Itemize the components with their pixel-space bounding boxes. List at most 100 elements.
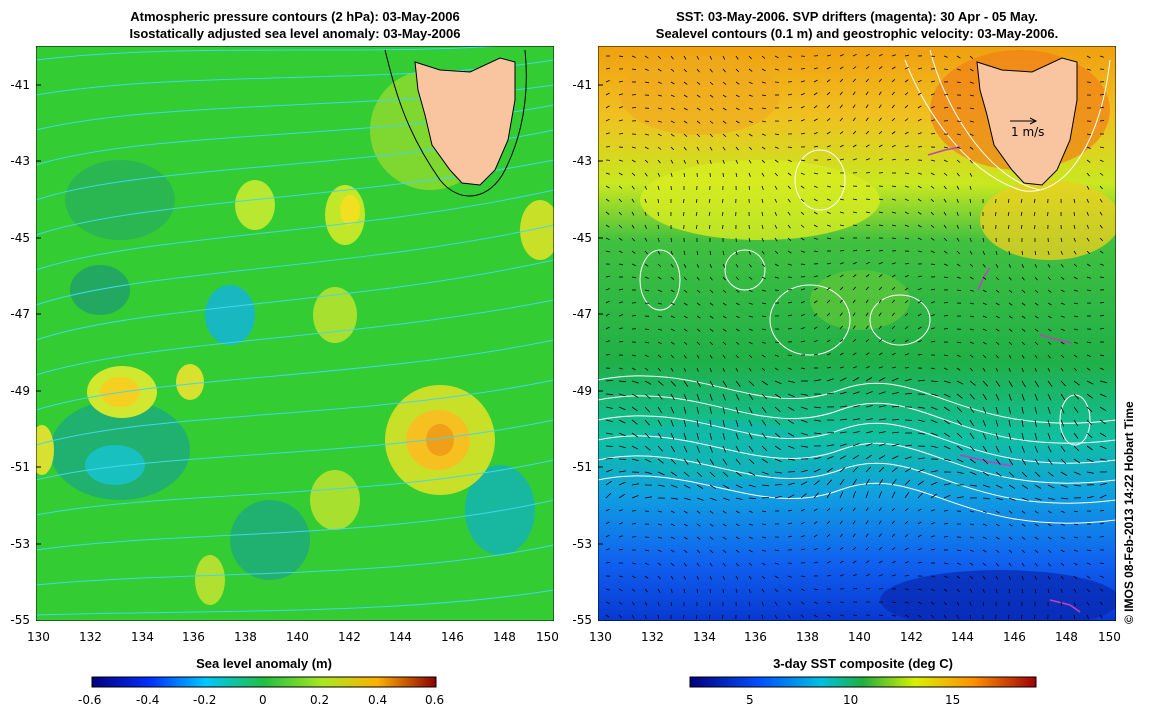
- velocity-arrow: [956, 471, 964, 474]
- velocity-arrow: [1060, 575, 1064, 580]
- velocity-arrow: [839, 547, 844, 551]
- velocity-arrow: [605, 67, 610, 70]
- velocity-arrow: [670, 341, 675, 345]
- velocity-arrow: [917, 353, 922, 356]
- velocity-arrow: [618, 172, 623, 176]
- velocity-arrow: [787, 614, 791, 619]
- velocity-arrow: [1099, 263, 1104, 266]
- velocity-arrow: [904, 521, 909, 525]
- velocity-arrow: [852, 262, 857, 265]
- velocity-arrow: [696, 289, 701, 293]
- velocity-arrow: [631, 588, 636, 592]
- velocity-arrow: [748, 315, 753, 318]
- velocity-arrow: [748, 562, 753, 566]
- velocity-arrow: [1073, 575, 1078, 580]
- velocity-arrow: [826, 339, 831, 343]
- velocity-arrow: [930, 588, 935, 592]
- velocity-arrow: [956, 432, 963, 439]
- sst-colorbar: [689, 676, 1037, 688]
- velocity-arrow: [813, 492, 819, 499]
- velocity-arrow: [930, 250, 935, 253]
- velocity-arrow: [891, 79, 896, 83]
- velocity-arrow: [735, 432, 739, 440]
- velocity-arrow: [813, 198, 818, 202]
- velocity-arrow: [1047, 354, 1051, 359]
- velocity-arrow: [657, 419, 662, 427]
- velocity-arrow: [657, 120, 662, 123]
- velocity-arrow: [865, 261, 870, 265]
- velocity-arrow: [1034, 549, 1039, 553]
- velocity-arrow: [605, 445, 614, 447]
- velocity-arrow: [631, 393, 639, 398]
- velocity-arrow: [995, 536, 1000, 540]
- lon-label: 140: [286, 630, 309, 644]
- velocity-arrow: [943, 458, 951, 462]
- velocity-arrow: [943, 510, 949, 512]
- velocity-arrow: [644, 237, 648, 242]
- velocity-arrow: [891, 377, 899, 382]
- velocity-arrow: [891, 533, 895, 538]
- velocity-arrow: [813, 118, 818, 122]
- velocity-arrow: [1060, 458, 1067, 465]
- velocity-arrow: [787, 119, 792, 122]
- velocity-arrow: [813, 419, 821, 422]
- velocity-arrow: [748, 94, 753, 97]
- velocity-arrow: [969, 614, 972, 619]
- velocity-arrow: [1047, 406, 1051, 414]
- velocity-arrow: [800, 445, 808, 448]
- velocity-arrow: [1047, 211, 1049, 217]
- velocity-arrow: [618, 458, 627, 460]
- velocity-arrow: [787, 445, 795, 449]
- velocity-arrow: [852, 431, 860, 434]
- velocity-arrow: [735, 172, 738, 177]
- velocity-arrow: [956, 393, 963, 399]
- velocity-arrow: [878, 91, 882, 96]
- velocity-arrow: [722, 107, 727, 111]
- velocity-arrow: [761, 133, 766, 136]
- velocity-arrow: [1008, 393, 1012, 401]
- velocity-arrow: [618, 159, 623, 162]
- velocity-arrow: [748, 107, 753, 110]
- velocity-arrow: [943, 172, 948, 176]
- velocity-arrow: [852, 338, 857, 343]
- velocity-arrow: [826, 91, 831, 96]
- velocity-arrow: [644, 614, 647, 619]
- velocity-arrow: [748, 393, 754, 401]
- velocity-arrow: [670, 510, 675, 514]
- velocity-arrow: [722, 549, 727, 553]
- velocity-arrow: [1047, 588, 1050, 593]
- lon-label: 150: [1098, 630, 1121, 644]
- velocity-arrow: [878, 338, 883, 343]
- velocity-arrow: [709, 68, 713, 73]
- velocity-arrow: [1099, 601, 1103, 606]
- velocity-arrow: [813, 287, 818, 291]
- velocity-arrow: [1033, 211, 1036, 216]
- velocity-arrow: [605, 80, 610, 83]
- velocity-arrow: [904, 54, 909, 57]
- velocity-arrow: [670, 120, 675, 124]
- velocity-arrow: [1008, 315, 1013, 319]
- velocity-arrow: [1060, 406, 1065, 414]
- velocity-arrow: [813, 534, 818, 538]
- velocity-arrow: [683, 159, 686, 164]
- velocity-arrow: [917, 237, 922, 240]
- velocity-arrow: [774, 146, 779, 149]
- velocity-arrow: [748, 81, 753, 85]
- velocity-arrow: [761, 341, 766, 344]
- velocity-arrow: [1086, 198, 1089, 203]
- velocity-arrow: [683, 289, 688, 293]
- velocity-arrow: [826, 118, 831, 122]
- velocity-arrow: [774, 250, 779, 254]
- velocity-arrow: [865, 224, 871, 226]
- velocity-arrow: [644, 289, 649, 292]
- velocity-arrow: [605, 480, 613, 486]
- right-title-line2: Sealevel contours (0.1 m) and geostrophi…: [655, 26, 1059, 41]
- velocity-arrow: [930, 406, 938, 410]
- velocity-arrow: [930, 419, 938, 424]
- velocity-arrow: [943, 432, 951, 438]
- velocity-arrow: [774, 549, 780, 551]
- sst-colorbar-title: 3-day SST composite (deg C): [773, 656, 953, 671]
- velocity-arrow: [1099, 55, 1104, 58]
- velocity-arrow: [943, 483, 951, 486]
- velocity-arrow: [695, 211, 698, 216]
